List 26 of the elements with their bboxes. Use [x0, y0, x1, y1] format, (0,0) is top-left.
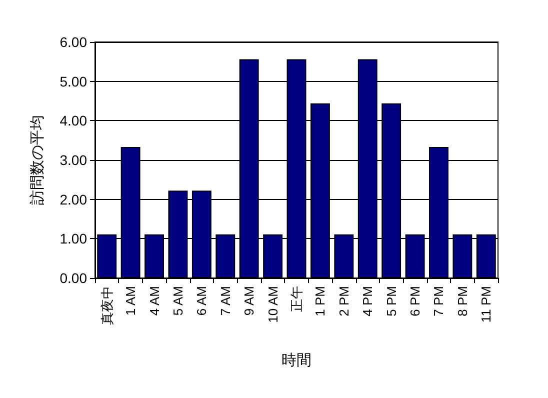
x-tick-label: 1 AM [123, 286, 138, 316]
x-tick-label: 7 PM [431, 286, 446, 316]
x-tick-label: 正午 [289, 286, 304, 312]
y-tick-label: 0.00 [60, 270, 88, 286]
x-tick-label: 10 AM [265, 286, 280, 323]
y-tick-label: 2.00 [60, 191, 88, 208]
x-tick-label: 真夜中 [99, 286, 114, 325]
x-tick-label: 2 PM [336, 286, 352, 316]
y-axis-title: 訪問数の平均 [29, 115, 46, 205]
x-tick-label: 6 PM [408, 286, 423, 316]
y-tick-label: 5.00 [60, 73, 88, 90]
x-tick-label: 5 AM [170, 286, 186, 316]
y-tick-label: 1.00 [60, 230, 88, 247]
x-tick-label: 6 AM [194, 286, 210, 316]
x-tick-label: 11 PM [478, 286, 494, 323]
x-tick-label: 8 PM [454, 286, 470, 316]
x-tick-label: 1 PM [312, 286, 328, 316]
x-tick-label: 7 AM [218, 286, 233, 316]
y-tick-label: 4.00 [60, 112, 88, 129]
x-tick-label: 4 AM [146, 286, 162, 316]
x-axis-title: 時間 [282, 352, 312, 369]
x-tick-label: 5 PM [384, 286, 399, 316]
y-tick-label: 6.00 [60, 34, 88, 50]
x-tick-label: 9 AM [242, 286, 257, 316]
x-tick-label: 4 PM [360, 286, 376, 316]
y-tick-label: 3.00 [60, 152, 88, 168]
